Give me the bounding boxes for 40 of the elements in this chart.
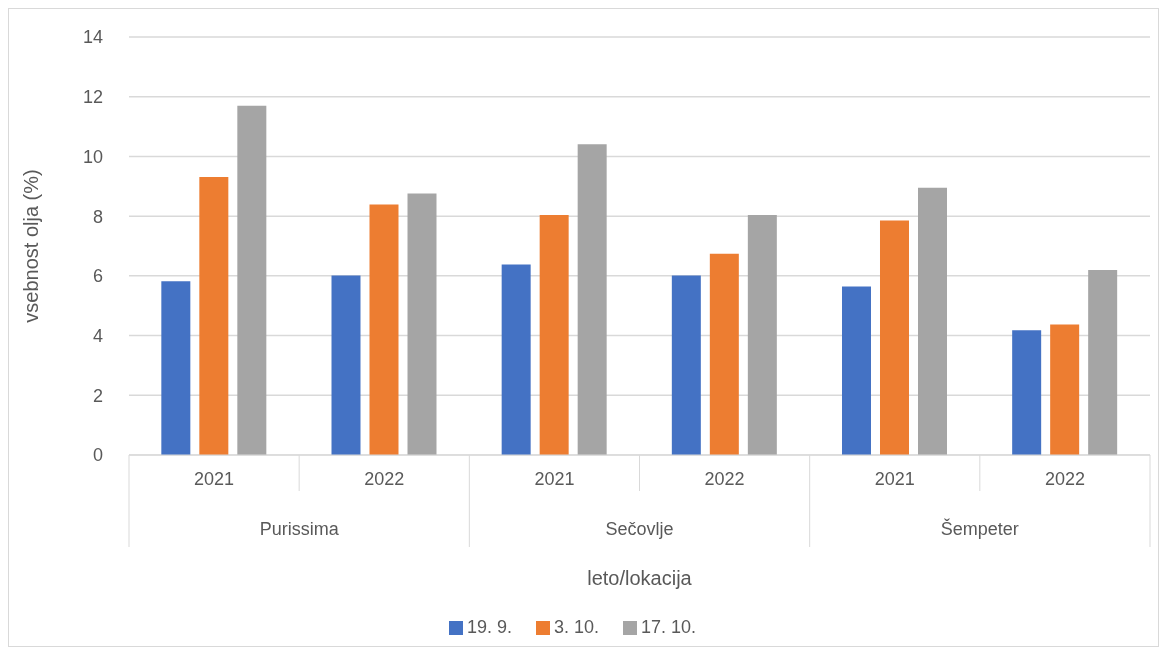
legend-label: 19. 9. [466,617,512,637]
bar [918,187,947,455]
y-tick-label: 2 [92,385,103,406]
x-tick-label: 2021 [194,469,235,489]
y-tick-label: 10 [82,146,103,167]
x-tick-label: 2022 [704,469,745,489]
x-tick-label: 2022 [364,469,405,489]
legend-label: 17. 10. [641,617,697,637]
x-tick-label: 2022 [1044,469,1085,489]
y-tick-label: 14 [82,27,103,48]
bar [237,105,267,455]
bar [709,253,739,455]
bar [1088,269,1118,455]
legend-label: 3. 10. [553,617,600,637]
bar [1012,330,1042,455]
x-axis-title: leto/lokacija [587,567,693,589]
bar [369,204,399,455]
y-axis-title: vsebnost olja (%) [20,169,43,323]
bar [539,214,569,455]
bar [331,275,361,455]
bar [747,214,777,455]
y-tick-label: 4 [92,325,103,346]
text: Purissima [259,519,340,539]
bar [671,275,701,455]
x-tick-label: 2021 [874,469,915,489]
y-tick-label: 0 [92,445,103,466]
bar [407,193,437,455]
y-tick-label: 12 [82,87,103,108]
x-tick-label: 2021 [534,469,575,489]
bar [199,177,229,455]
bar [880,220,909,455]
bar [842,286,871,455]
bar [577,144,607,455]
bar [501,264,531,455]
y-tick-label: 8 [92,206,103,227]
text: Šempeter [940,518,1019,539]
bar [161,281,191,455]
bar [1050,324,1080,455]
y-tick-label: 6 [92,266,103,287]
text: Sečovlje [605,519,674,539]
